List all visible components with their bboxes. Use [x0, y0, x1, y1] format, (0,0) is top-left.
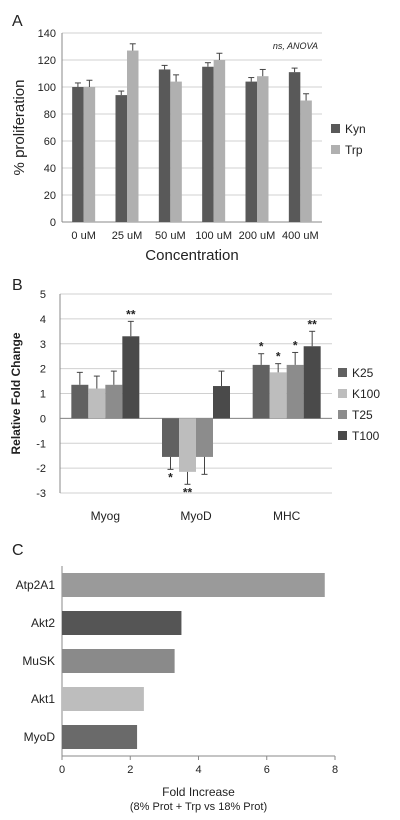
y-tick-label: 140 — [38, 28, 56, 40]
bar-k100 — [88, 388, 106, 419]
bar-trp — [170, 81, 182, 222]
x-tick-label: MyoD — [180, 509, 212, 523]
x-tick-label: 400 uM — [282, 230, 319, 242]
y-tick-label: 1 — [40, 389, 46, 401]
x-tick-label: 50 uM — [155, 230, 186, 242]
bar-k100 — [179, 418, 196, 472]
y-tick-label: -2 — [36, 463, 46, 475]
y-tick-label: Akt1 — [31, 692, 55, 706]
significance-marker: * — [168, 470, 173, 484]
panel-a-chart: A 0 20 40 60 80 100 120 140 0 uM 25 uM 50 uM 100 uM… — [11, 13, 366, 264]
legend-swatch-kyn — [331, 124, 340, 133]
bar-k100 — [269, 372, 287, 419]
x-tick-label: 0 — [59, 764, 65, 776]
significance-marker: ** — [183, 485, 193, 499]
y-tick-label: 0 — [40, 413, 46, 425]
y-axis-title: Relative Fold Change — [9, 332, 23, 454]
panel-c-letter: C — [12, 542, 24, 559]
legend-label-t100: T100 — [352, 429, 380, 443]
legend-swatch-t100 — [338, 431, 347, 440]
x-tick-label: 4 — [195, 764, 201, 776]
bar-t100 — [122, 336, 140, 419]
y-tick-label: 120 — [38, 55, 56, 67]
bar-t25 — [196, 418, 213, 457]
legend-swatch-k100 — [338, 389, 347, 398]
legend-label-kyn: Kyn — [345, 122, 366, 136]
y-tick-label: 0 — [50, 217, 56, 229]
y-tick-label: MuSK — [22, 654, 55, 668]
y-tick-label: 5 — [40, 289, 46, 301]
bar-kyn — [245, 81, 257, 222]
bar-trp — [127, 50, 139, 222]
bar-t25 — [286, 364, 304, 419]
bar-trp — [257, 76, 269, 222]
y-tick-label: 4 — [40, 314, 46, 326]
legend-label-k100: K100 — [352, 387, 380, 401]
panel-c-chart: C 0 2 4 6 8 Atp2A1 Akt2 MuSK Akt1 MyoD Fold Increa… — [12, 542, 338, 813]
x-tick-label: 200 uM — [239, 230, 276, 242]
y-tick-label: Akt2 — [31, 616, 55, 630]
significance-marker: ** — [307, 317, 317, 331]
y-tick-label: -1 — [36, 438, 46, 450]
significance-marker: * — [293, 338, 298, 352]
y-tick-label: 2 — [40, 364, 46, 376]
x-tick-label: 6 — [264, 764, 270, 776]
significance-marker: * — [259, 340, 264, 354]
bar-k25 — [252, 364, 270, 419]
bar-k25 — [71, 384, 89, 419]
bar-musk — [62, 649, 175, 673]
legend-label-k25: K25 — [352, 366, 374, 380]
bar-trp — [213, 60, 226, 222]
x-axis-title: Concentration — [145, 247, 238, 264]
x-tick-label: MHC — [273, 509, 301, 523]
x-tick-label: 100 uM — [195, 230, 232, 242]
y-axis-title: % proliferation — [11, 80, 28, 176]
bar-kyn — [158, 69, 171, 222]
legend-swatch-trp — [331, 145, 340, 154]
y-tick-label: 40 — [44, 163, 56, 175]
legend-swatch-k25 — [338, 368, 347, 377]
significance-marker: ** — [126, 307, 136, 321]
legend-label-t25: T25 — [352, 408, 373, 422]
bar-kyn — [72, 87, 84, 222]
bar-akt2 — [62, 611, 182, 635]
y-tick-label: Atp2A1 — [16, 578, 56, 592]
panel-a-letter: A — [12, 13, 23, 30]
bar-kyn — [288, 72, 301, 223]
bar-k25 — [162, 418, 179, 457]
x-tick-label: 0 uM — [71, 230, 95, 242]
x-tick-label: 25 uM — [112, 230, 143, 242]
panel-b-letter: B — [12, 277, 23, 294]
x-tick-label: 8 — [332, 764, 338, 776]
legend-swatch-t25 — [338, 410, 347, 419]
x-tick-label: 2 — [127, 764, 133, 776]
significance-marker: * — [276, 350, 281, 364]
y-tick-label: 20 — [44, 190, 56, 202]
bar-atp2a1 — [62, 573, 325, 597]
x-axis-subtitle: (8% Prot + Trp vs 18% Prot) — [130, 801, 267, 813]
bar-trp — [83, 87, 96, 222]
panel-b-chart: B -3-2-1012345**Myog***MyoD*****MHCRelat… — [9, 277, 380, 523]
legend-label-trp: Trp — [345, 143, 363, 157]
y-tick-label: MyoD — [24, 730, 56, 744]
bar-kyn — [115, 95, 127, 222]
annotation-text: ns, ANOVA — [273, 41, 318, 51]
bar-myod — [62, 725, 138, 749]
bar-t100 — [213, 386, 230, 419]
bar-trp — [300, 100, 312, 222]
bar-kyn — [202, 66, 214, 222]
y-tick-label: 80 — [44, 109, 56, 121]
bar-akt1 — [62, 687, 144, 711]
y-tick-label: 100 — [38, 82, 56, 94]
bar-t25 — [105, 384, 123, 419]
bar-t100 — [303, 346, 321, 419]
y-tick-label: 3 — [40, 339, 46, 351]
y-tick-label: 60 — [44, 136, 56, 148]
y-tick-label: -3 — [36, 488, 46, 500]
x-axis-title: Fold Increase — [162, 785, 235, 799]
x-tick-label: Myog — [91, 509, 120, 523]
